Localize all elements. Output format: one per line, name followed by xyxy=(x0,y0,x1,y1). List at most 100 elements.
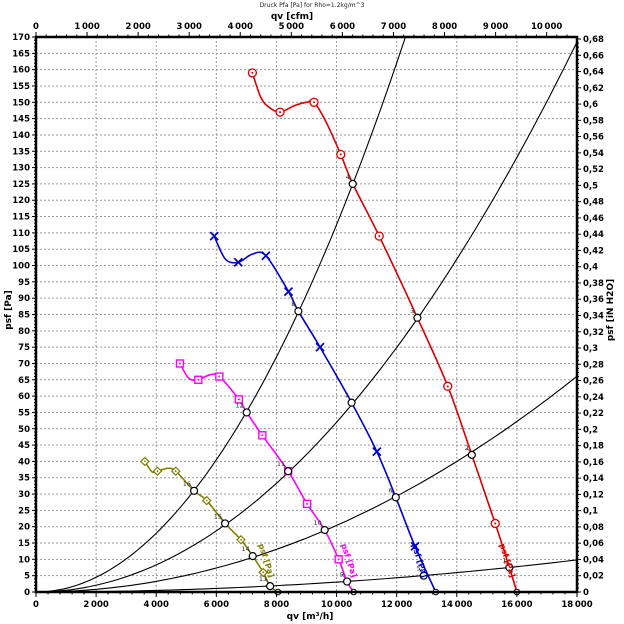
svg-text:2 000: 2 000 xyxy=(125,22,150,32)
svg-text:9 000: 9 000 xyxy=(483,22,508,32)
svg-text:0,08: 0,08 xyxy=(583,523,604,533)
op-leader xyxy=(347,176,352,182)
operating-point xyxy=(242,408,251,417)
svg-text:125: 125 xyxy=(12,180,30,190)
operating-point-number: 15 xyxy=(214,512,222,520)
svg-text:35: 35 xyxy=(18,474,30,484)
svg-text:0,52: 0,52 xyxy=(583,165,604,175)
svg-text:0,58: 0,58 xyxy=(583,116,604,126)
svg-text:45: 45 xyxy=(18,441,30,451)
op-leader xyxy=(504,560,509,565)
x-axis-top: 0 1 000 2 000 3 000 4 000 5 000 6 000 7 000 8 00… xyxy=(33,12,568,37)
operating-point xyxy=(266,582,275,591)
svg-text:0,44: 0,44 xyxy=(583,230,604,240)
operating-point-number: 13 xyxy=(259,575,267,583)
svg-text:0,14: 0,14 xyxy=(583,474,604,484)
svg-text:0,32: 0,32 xyxy=(583,328,604,338)
operating-point xyxy=(467,450,476,459)
operating-point-number: 2 xyxy=(465,444,469,452)
curve-label: psf [Pa] xyxy=(498,542,517,578)
y-axis-left: 0 5 10 15 20 25 30 35 40 45 50 55 60 65 70 75 80 85 90 95 10… xyxy=(4,33,36,598)
operating-point-number: 6 xyxy=(389,486,393,494)
svg-text:20: 20 xyxy=(18,523,30,533)
svg-text:0,26: 0,26 xyxy=(583,377,604,387)
op-leader xyxy=(319,522,324,528)
y-axis-right: 0 0,02 0,04 0,06 0,08 0,1 0,12 0,14 0,16 0,18 0,2 0… xyxy=(577,35,616,598)
svg-text:0,56: 0,56 xyxy=(583,133,604,143)
svg-text:0,42: 0,42 xyxy=(583,246,604,256)
svg-text:0,62: 0,62 xyxy=(583,84,604,94)
svg-text:14 000: 14 000 xyxy=(441,600,472,610)
svg-text:6 000: 6 000 xyxy=(204,600,229,610)
svg-text:2 000: 2 000 xyxy=(83,600,108,610)
svg-text:0,18: 0,18 xyxy=(583,442,604,452)
x-axis-bottom: 0 2 000 4 000 6 000 8 000 10 000 12 000 14 000 1… xyxy=(33,592,593,622)
svg-text:155: 155 xyxy=(12,82,30,92)
svg-text:130: 130 xyxy=(12,164,30,174)
svg-text:0: 0 xyxy=(24,588,30,598)
svg-text:30: 30 xyxy=(18,490,30,500)
operating-point-number: 8 xyxy=(291,300,295,308)
operating-point-number: 7 xyxy=(344,392,348,400)
svg-text:0: 0 xyxy=(33,22,39,32)
operating-point xyxy=(419,571,428,580)
operating-point-number: 11 xyxy=(277,460,285,468)
svg-text:0,1: 0,1 xyxy=(583,507,598,517)
svg-text:12 000: 12 000 xyxy=(381,600,412,610)
operating-point xyxy=(284,467,293,476)
op-leader xyxy=(418,568,423,573)
svg-text:0,04: 0,04 xyxy=(583,555,604,565)
operating-point xyxy=(320,525,329,535)
operating-point xyxy=(248,551,257,561)
svg-text:140: 140 xyxy=(12,131,30,141)
svg-text:0,12: 0,12 xyxy=(583,490,604,500)
svg-text:0,66: 0,66 xyxy=(583,51,604,61)
svg-text:0,24: 0,24 xyxy=(583,393,604,403)
op-leader xyxy=(293,304,298,309)
op-leader xyxy=(412,310,417,315)
svg-text:65: 65 xyxy=(18,376,30,386)
chart-title: Druck Pfa [Pa] for Rho=1.2kg/m^3 xyxy=(259,2,365,9)
svg-text:10: 10 xyxy=(18,555,30,565)
svg-text:170: 170 xyxy=(12,33,30,43)
svg-text:150: 150 xyxy=(12,98,30,108)
op-leader xyxy=(219,516,224,521)
svg-text:0,36: 0,36 xyxy=(583,295,604,305)
fan-curve-markers xyxy=(139,68,521,596)
svg-text:55: 55 xyxy=(18,408,30,418)
operating-point xyxy=(505,563,514,572)
svg-text:95: 95 xyxy=(18,278,30,288)
x-axis-bottom-title: qv [m³/h] xyxy=(287,612,334,622)
svg-text:16 000: 16 000 xyxy=(501,600,532,610)
svg-text:75: 75 xyxy=(18,343,30,353)
svg-text:100: 100 xyxy=(12,262,30,272)
svg-text:0,64: 0,64 xyxy=(583,68,604,78)
svg-text:0,6: 0,6 xyxy=(583,100,598,110)
svg-text:0,02: 0,02 xyxy=(583,572,604,582)
svg-text:4 000: 4 000 xyxy=(228,22,253,32)
svg-text:165: 165 xyxy=(12,49,30,59)
svg-text:0,16: 0,16 xyxy=(583,458,604,468)
operating-point xyxy=(189,486,199,495)
operating-point-number: 12 xyxy=(235,401,243,409)
svg-text:0: 0 xyxy=(583,588,589,598)
svg-text:40: 40 xyxy=(18,457,30,467)
svg-text:0,4: 0,4 xyxy=(583,263,598,273)
operating-point-number: 16 xyxy=(183,480,191,488)
curve-label: psf [Pa] xyxy=(410,542,429,578)
system-curve-B xyxy=(35,41,578,593)
svg-text:50: 50 xyxy=(18,425,30,435)
system-curve-C xyxy=(36,375,578,593)
svg-text:0,68: 0,68 xyxy=(583,35,604,45)
svg-text:120: 120 xyxy=(12,196,30,206)
svg-text:145: 145 xyxy=(12,115,30,125)
x-axis-top-title: qv [cfm] xyxy=(271,12,313,22)
svg-text:160: 160 xyxy=(12,66,30,76)
op-leader xyxy=(390,490,395,495)
svg-text:0,34: 0,34 xyxy=(583,312,604,322)
system-curve-A xyxy=(35,36,407,593)
svg-text:1 000: 1 000 xyxy=(74,22,99,32)
